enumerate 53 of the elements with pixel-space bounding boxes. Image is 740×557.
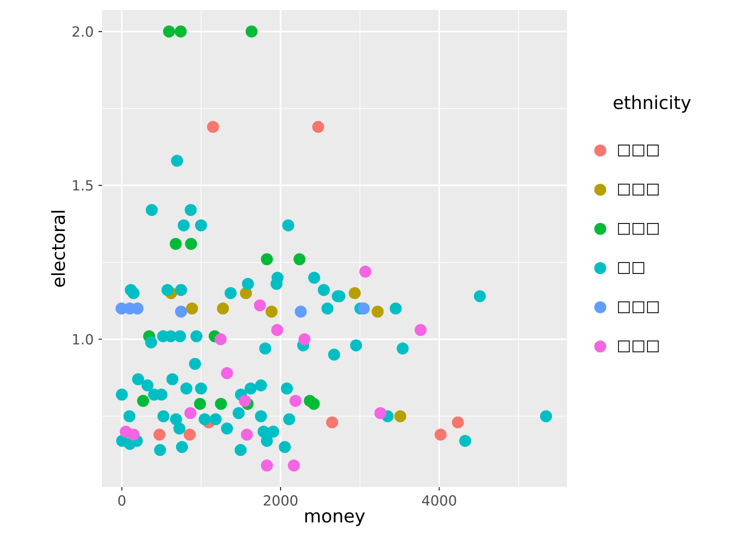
point <box>394 410 406 422</box>
legend-label: □□ <box>618 262 644 274</box>
point <box>308 398 320 410</box>
y-tick-label: 1.0 <box>73 334 93 345</box>
point <box>153 428 166 441</box>
point <box>294 306 307 318</box>
point <box>163 26 176 38</box>
point <box>214 333 227 346</box>
legend-label: □□□ <box>618 184 659 196</box>
y-axis-title: electoral <box>51 210 66 287</box>
point <box>194 398 206 410</box>
legend-title: ethnicity <box>614 95 691 113</box>
point <box>260 459 273 472</box>
point <box>137 394 150 407</box>
point <box>216 302 229 314</box>
x-tick-label: 0 <box>118 495 126 506</box>
point <box>372 306 384 318</box>
point <box>290 394 302 407</box>
point <box>271 324 284 336</box>
y-tick-label: 2.0 <box>72 26 93 37</box>
point <box>185 238 198 250</box>
x-tick-label: 2000 <box>264 495 298 506</box>
point <box>184 428 196 441</box>
legend-label: □□□ <box>618 301 659 314</box>
point <box>254 299 266 312</box>
point <box>184 407 196 420</box>
point <box>434 428 447 441</box>
point <box>214 398 227 410</box>
point <box>260 253 273 266</box>
point <box>207 120 220 133</box>
point <box>240 428 253 441</box>
point <box>358 302 370 314</box>
point <box>175 306 188 318</box>
x-axis-title: money <box>305 512 365 526</box>
point <box>174 26 187 38</box>
legend-label: □□□ <box>618 144 659 156</box>
point <box>170 238 182 250</box>
point <box>220 367 233 380</box>
point <box>452 416 464 428</box>
point <box>326 416 338 428</box>
point <box>312 120 324 133</box>
point <box>266 306 278 318</box>
point <box>246 26 258 38</box>
point <box>348 287 361 300</box>
legend-label: □□□ <box>618 340 659 352</box>
legend-label: □□□ <box>618 222 659 235</box>
point <box>294 253 306 266</box>
x-tick-label: 4000 <box>422 495 456 506</box>
point <box>359 266 372 278</box>
point <box>186 302 198 314</box>
y-tick-label: 1.5 <box>73 180 93 191</box>
point <box>414 324 427 336</box>
point <box>288 459 300 472</box>
